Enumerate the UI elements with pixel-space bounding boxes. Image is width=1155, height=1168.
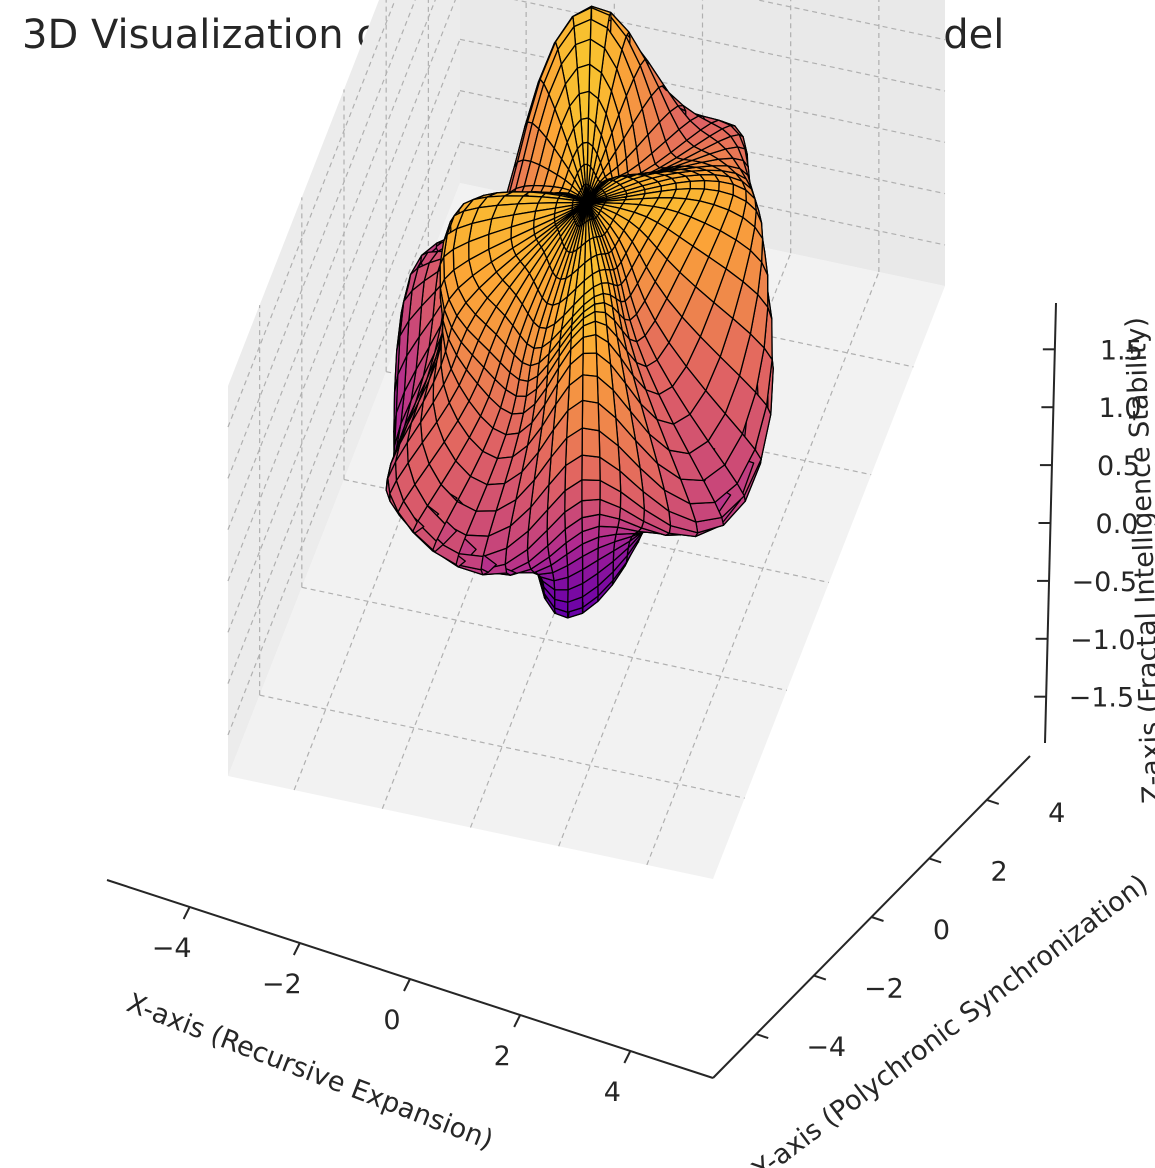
surface-face [581, 454, 601, 482]
x-tick-label: 4 [604, 1077, 621, 1108]
x-tick-mark [182, 906, 191, 920]
z-tick-label: −1.5 [1069, 683, 1135, 714]
surface-face [581, 479, 601, 502]
x-tick-label: −4 [152, 933, 192, 964]
surface-face [689, 179, 706, 190]
grid-line [227, 0, 416, 479]
y-tick-mark [755, 1033, 769, 1040]
y-tick-mark [928, 857, 942, 864]
y-tick-label: 0 [933, 915, 950, 946]
x-tick-mark [403, 978, 411, 992]
surface-face [581, 374, 599, 404]
surface-face [574, 38, 592, 69]
x-tick-label: −2 [262, 969, 302, 1000]
y-axis-label: Y-axis (Polychronic Synchronization) [747, 869, 1154, 1168]
z-tick-label: −1.0 [1070, 625, 1136, 656]
surface-mesh [385, 5, 774, 619]
surface-face [581, 399, 600, 432]
surface-face [582, 352, 598, 378]
grid-line [459, 38, 946, 143]
y-tick-label: 4 [1048, 798, 1065, 829]
y-tick-mark [871, 916, 884, 922]
x-axis-label: X-axis (Recursive Expansion) [122, 988, 497, 1157]
x-tick-mark [623, 1050, 632, 1064]
surface-face [389, 493, 401, 517]
tick-labels: −4 −2 0 2 4 −4 −2 0 2 4 −1.5 −1.0 −0.5 0.0 0.5 1.0 1.5 [152, 335, 1143, 1108]
grid-line [513, 0, 946, 92]
surface-face [581, 498, 601, 519]
surface-face [439, 287, 445, 321]
y-tick-label: −2 [864, 974, 904, 1005]
grid-line [646, 271, 880, 866]
x-tick-label: 0 [383, 1005, 400, 1036]
grid-line [301, 586, 787, 691]
y-tick-label: −4 [806, 1032, 846, 1063]
surface-face [553, 589, 569, 603]
z-tick-label: 0.5 [1097, 451, 1140, 482]
y-tick-label: 2 [991, 856, 1008, 887]
grid-line [227, 0, 436, 530]
grid-line [227, 90, 461, 684]
x-tick-mark [513, 1014, 522, 1028]
grid-line [227, 0, 396, 428]
x-tick-label: 2 [494, 1041, 511, 1072]
z-tick-label: 1.5 [1100, 335, 1143, 366]
grid-line [227, 39, 461, 633]
y-tick-mark [813, 974, 827, 981]
grid-line [259, 694, 745, 799]
grid-line [227, 141, 461, 736]
z-tick-label: 1.0 [1098, 393, 1141, 424]
y-tick-mark [986, 798, 1000, 805]
grid-line [558, 253, 792, 847]
z-tick-label: 0.0 [1096, 509, 1139, 540]
grid-line [227, 0, 456, 582]
z-axis-label: Z-axis (Fractal Intelligence Stability) [1121, 316, 1155, 804]
x-tick-mark [292, 942, 301, 956]
z-tick-label: −0.5 [1071, 567, 1137, 598]
surface-face [581, 427, 601, 458]
